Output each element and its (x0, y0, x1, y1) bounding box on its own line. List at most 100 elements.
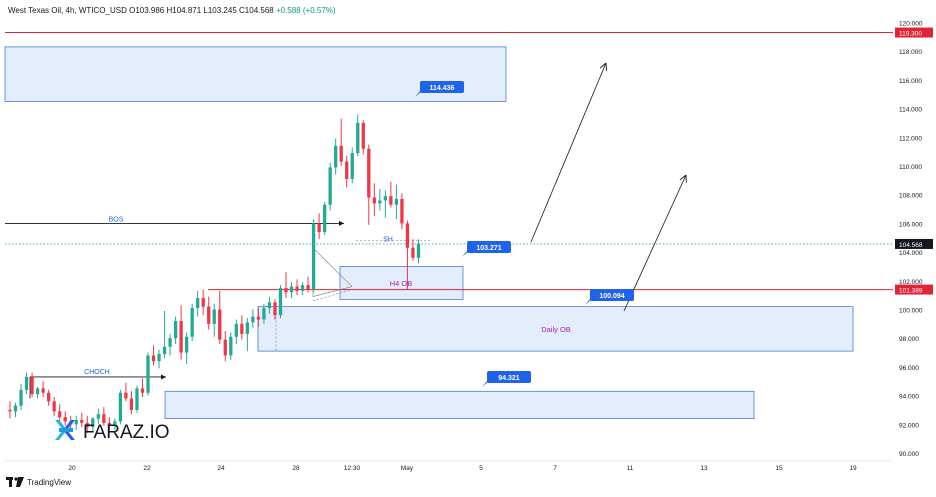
candle-body (173, 320, 178, 339)
candle-body (162, 346, 167, 354)
price-tick-label: 92.000 (899, 422, 919, 429)
candle-body (350, 153, 354, 179)
price-flag (420, 81, 464, 93)
candle-body (74, 419, 78, 425)
candle-body (63, 417, 67, 422)
candle-body (306, 285, 310, 290)
candle-body (140, 388, 145, 393)
candle-body (400, 199, 404, 224)
candle-body (46, 392, 51, 402)
candle-body (8, 409, 12, 412)
sh-label: SH (383, 237, 393, 244)
candle-body (107, 422, 112, 426)
projection-arrow-2 (623, 174, 687, 312)
candle-body (52, 401, 56, 412)
level-badge-text: 101.389 (899, 288, 923, 295)
current-price-badge (895, 238, 933, 249)
time-tick-label: 7 (553, 465, 557, 472)
watermark: FARAZ.IO (55, 420, 170, 443)
projection-arrow-1 (530, 62, 607, 243)
open-value: 103.986 (135, 6, 165, 15)
time-tick-label: 5 (479, 465, 483, 472)
tradingview-icon (6, 477, 24, 487)
tradingview-label: TradingView (27, 477, 72, 487)
level-badge-101.389 (895, 284, 933, 295)
daily-ob-extension (257, 306, 277, 352)
price-flag (487, 371, 531, 383)
price-tick-label: 102.000 (899, 279, 923, 286)
candle-body (295, 286, 299, 291)
candle-body (91, 418, 95, 428)
price-flag-text: 114.436 (430, 85, 455, 92)
faraz-watermark-text: FARAZ.IO (83, 422, 170, 443)
candle-body (378, 200, 382, 204)
price-tick-label: 116.000 (899, 78, 922, 85)
bos-arrowhead (339, 220, 344, 226)
candle-body (190, 308, 194, 337)
candle-body (311, 223, 316, 290)
candle-body (394, 199, 399, 205)
candle-body (234, 323, 238, 337)
low-value: 103.245 (207, 6, 237, 15)
candle-body (135, 388, 139, 410)
candle-body (411, 247, 415, 258)
candle-body (113, 421, 117, 426)
candle-body (96, 414, 100, 419)
price-flag (590, 289, 634, 301)
candle-body (58, 411, 62, 418)
symbol-header: West Texas Oil, 4h, WTICO_USD O103.986 H… (8, 6, 336, 15)
candle-body (245, 322, 250, 334)
high-value: 104.871 (172, 6, 202, 15)
faraz-logo-shape (59, 428, 73, 432)
symbol-title: West Texas Oil, 4h, WTICO_USD (8, 6, 127, 15)
candle-body (207, 306, 211, 324)
candle-body (372, 197, 376, 204)
candle-body (184, 336, 189, 353)
tradingview-logo[interactable]: TradingView (6, 477, 71, 487)
candle-body (240, 323, 244, 334)
price-flag-text: 100.094 (599, 293, 624, 300)
candle-body (179, 320, 183, 353)
price-flag-pointer (585, 299, 592, 305)
candle-body (389, 196, 393, 205)
time-tick-label: 28 (292, 465, 300, 472)
time-tick-label: 22 (143, 465, 151, 472)
time-tick-label: 20 (68, 465, 76, 472)
open-label: O (129, 6, 136, 15)
price-flag (467, 241, 511, 253)
candle-body (278, 287, 283, 316)
candle-body (129, 398, 134, 410)
daily-ob (257, 306, 854, 352)
time-tick-label: 15 (775, 465, 783, 472)
time-tick-label: May (401, 465, 414, 472)
candle-body (80, 419, 84, 423)
candle-body (19, 389, 23, 406)
price-tick-label: 114.000 (899, 107, 922, 114)
high-label: H (166, 6, 173, 15)
price-flag-pointer (462, 251, 469, 257)
candle-body (218, 309, 222, 340)
candle-body (157, 353, 161, 362)
candle-body (289, 286, 294, 293)
price-tick-label: 110.000 (899, 164, 922, 171)
candle-body (13, 405, 18, 412)
candle-body (35, 388, 40, 395)
price-tick-label: 104.000 (899, 250, 923, 257)
candle-body (345, 161, 349, 179)
candle-body (383, 196, 388, 201)
candle-body (405, 223, 410, 248)
candle-body (251, 316, 255, 323)
close-label: C (239, 6, 245, 15)
price-flag-text: 103.271 (476, 245, 501, 252)
candle-body (300, 285, 305, 291)
change-value: +0.588 (+0.57%) (275, 6, 336, 15)
candle-body (85, 422, 89, 428)
candle-body (24, 376, 29, 390)
price-tick-label: 106.000 (899, 221, 923, 228)
candle-body (334, 145, 338, 168)
choch-label: CHOCH (84, 369, 110, 376)
candle-body (212, 309, 216, 324)
time-tick-label: 19 (849, 465, 857, 472)
daily-ob-label: Daily OB (541, 325, 571, 334)
candle-body (124, 392, 128, 399)
